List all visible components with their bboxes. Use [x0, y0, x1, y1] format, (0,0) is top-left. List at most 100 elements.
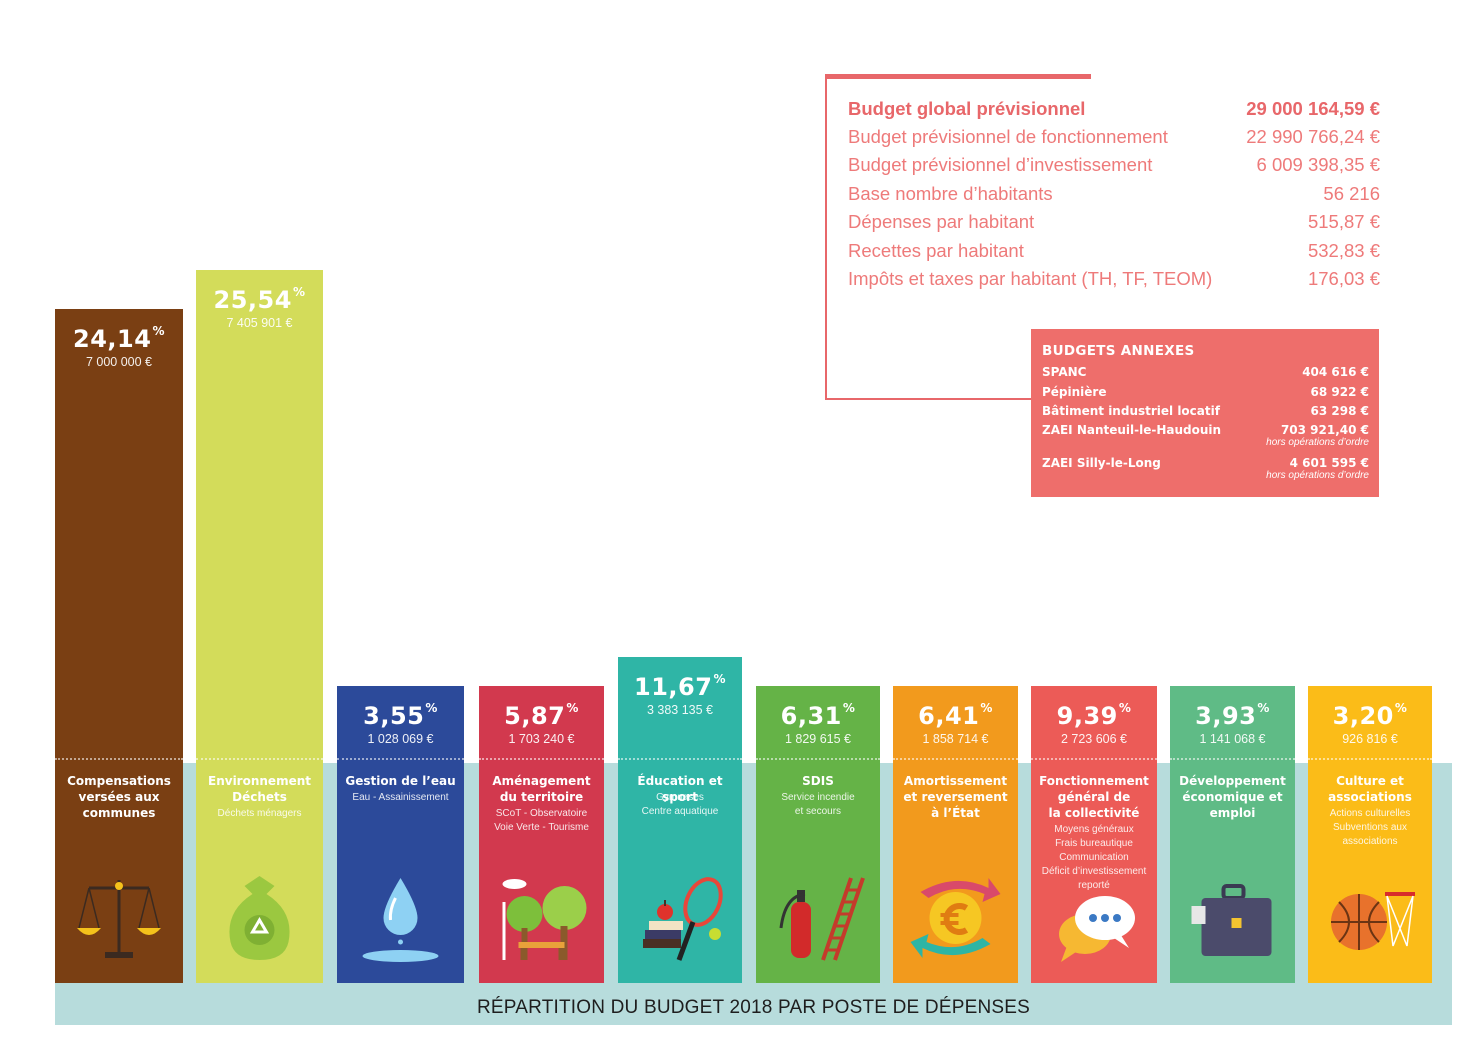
- bar-value-label: 9,39%: [1031, 694, 1157, 730]
- bar-amount: 2 723 606 €: [1060, 732, 1128, 746]
- bar-6: 6,31% 1 829 615 € SDIS Service incendie et …: [756, 686, 880, 983]
- bar-unit: %: [1118, 701, 1132, 715]
- bar-value-label: 11,67%: [618, 665, 742, 701]
- bar-separator: [337, 758, 464, 760]
- bar-category-name: Culture et associations: [1328, 774, 1412, 804]
- summary-row-habitants: Base nombre d’habitants 56 216: [848, 183, 1383, 211]
- bar-value: 5,87: [504, 702, 566, 730]
- bar-category-subtitle: Service incendie et secours: [781, 792, 855, 817]
- bar-4: 5,87% 1 703 240 € Aménagement du territoir…: [479, 686, 604, 983]
- summary-row-depenses: Dépenses par habitant 515,87 €: [848, 211, 1383, 239]
- summary-top-rule: [825, 74, 1091, 79]
- bar-amount: 1 028 069 €: [367, 732, 434, 746]
- annex-value: 404 616 €: [1302, 365, 1369, 379]
- bar-value-label: 6,31%: [756, 694, 880, 730]
- annex-label: ZAEI Silly-le-Long: [1042, 456, 1161, 470]
- summary-left-rule: [825, 74, 827, 400]
- bar-category-subtitle: Gymnases Centre aquatique: [641, 791, 719, 817]
- bar-value-label: 3,55%: [337, 694, 464, 730]
- bar-separator: [618, 757, 742, 760]
- annex-value: 68 922 €: [1310, 385, 1369, 399]
- water-drop-icon: [362, 878, 439, 962]
- bar-separator: [893, 758, 1018, 760]
- bar-separator: [1170, 758, 1295, 760]
- bar-7: 6,41% 1 858 714 € Amortissement et reverse…: [893, 686, 1018, 983]
- bar-amount: 926 816 €: [1342, 732, 1398, 746]
- bar-value: 6,31: [780, 702, 842, 730]
- bar-category-name: Compensations versées aux communes: [67, 773, 171, 820]
- summary-bottom-rule: [825, 398, 1035, 400]
- summary-row-global: Budget global prévisionnel 29 000 164,59…: [848, 98, 1383, 126]
- summary-row-impots: Impôts et taxes par habitant (TH, TF, TE…: [848, 268, 1383, 296]
- bar-amount: 1 858 714 €: [922, 732, 989, 746]
- bar-category-name: Éducation et sport: [637, 773, 723, 804]
- summary-value: 29 000 164,59 €: [1246, 98, 1380, 119]
- recycling-bag-icon: [229, 875, 290, 960]
- summary-label: Impôts et taxes par habitant (TH, TF, TE…: [848, 268, 1213, 289]
- annex-label: Pépinière: [1042, 385, 1107, 399]
- bar-unit: %: [292, 284, 306, 299]
- summary-row-investissement: Budget prévisionnel d’investissement 6 0…: [848, 154, 1383, 182]
- bar-3: 3,55% 1 028 069 € Gestion de l’eau Eau - As…: [337, 686, 464, 983]
- bar-value: 25,54: [213, 285, 292, 314]
- annex-note: hors opérations d’ordre: [1266, 437, 1369, 448]
- bar-value-label: 3,20%: [1308, 694, 1432, 730]
- bar-separator: [196, 757, 323, 760]
- bar-category-subtitle: Eau - Assainissement: [352, 792, 449, 803]
- bar-separator: [55, 757, 183, 760]
- basketball-icon: [1331, 892, 1415, 950]
- bar-unit: %: [152, 324, 165, 338]
- bar-10: 3,20% 926 816 € Culture et associations Act…: [1308, 686, 1432, 983]
- annex-value: 4 601 595 €: [1289, 456, 1369, 470]
- bar-9: 3,93% 1 141 068 € Développement économique…: [1170, 686, 1295, 983]
- bar-value-label: 25,54%: [196, 278, 323, 314]
- bar-value-label: 5,87%: [479, 694, 604, 730]
- summary-row-recettes: Recettes par habitant 532,83 €: [848, 240, 1383, 268]
- bar-category-name: Développement économique et emploi: [1179, 774, 1286, 820]
- bar-value: 24,14: [73, 325, 152, 353]
- bar-amount: 7 000 000 €: [85, 355, 153, 369]
- summary-label: Dépenses par habitant: [848, 211, 1035, 232]
- summary-label: Budget global prévisionnel: [848, 98, 1086, 119]
- bar-unit: %: [1257, 701, 1270, 715]
- bar-category-name: Fonctionnement général de la collectivit…: [1039, 774, 1149, 820]
- summary-label: Budget prévisionnel d’investissement: [848, 154, 1153, 175]
- annexes-title: BUDGETS ANNEXES: [1042, 343, 1195, 359]
- bar-value: 6,41: [918, 702, 980, 730]
- summary-label: Recettes par habitant: [848, 240, 1024, 261]
- speech-bubble-icon: [1059, 896, 1135, 962]
- bar-value-label: 3,93%: [1170, 694, 1295, 730]
- scales-icon: [77, 879, 161, 958]
- annex-note: hors opérations d’ordre: [1266, 470, 1369, 481]
- bar-unit: %: [566, 701, 579, 715]
- summary-value: 515,87 €: [1307, 211, 1380, 232]
- bar-2: 25,54% 7 405 901 € Environnement Déchets Dé…: [196, 269, 323, 983]
- annex-label: Bâtiment industriel locatif: [1042, 404, 1220, 418]
- bar-unit: %: [713, 672, 726, 687]
- bar-value: 3,55: [363, 702, 425, 730]
- bar-value: 3,93: [1195, 702, 1257, 730]
- bar-value-label: 24,14%: [55, 317, 183, 353]
- fire-extinguisher-ladder-icon: [779, 877, 865, 961]
- summary-label: Base nombre d’habitants: [848, 183, 1053, 204]
- summary-row-fonctionnement: Budget prévisionnel de fonctionnement 22…: [848, 126, 1383, 154]
- park-icon: [502, 879, 587, 960]
- bar-5: 11,67% 3 383 135 € Éducation et sport Gymna…: [618, 657, 742, 983]
- summary-value: 176,03 €: [1307, 268, 1380, 289]
- bar-unit: %: [980, 701, 993, 715]
- bar-category-name: Aménagement du territoire: [492, 774, 591, 804]
- budgets-annexes-box: BUDGETS ANNEXES SPANC 404 616 € Pépinièr…: [1031, 329, 1379, 497]
- bar-category-name: SDIS: [802, 774, 834, 788]
- annex-label: ZAEI Nanteuil-le-Haudouin: [1042, 423, 1222, 437]
- bar-category-subtitle: Moyens généraux Frais bureautique Commun…: [1041, 824, 1147, 891]
- bar-amount: 1 141 068 €: [1199, 732, 1266, 746]
- summary-value: 6 009 398,35 €: [1256, 154, 1380, 175]
- bar-value-label: 6,41%: [893, 694, 1018, 730]
- bar-category-name: Amortissement et reversement à l’État: [903, 774, 1008, 820]
- summary-value: 532,83 €: [1307, 240, 1380, 261]
- bar-separator: [479, 758, 604, 760]
- bar-separator: [1031, 758, 1157, 760]
- bar-value: 9,39: [1056, 702, 1118, 730]
- euro-arrows-icon: [910, 878, 1001, 958]
- bar-value: 11,67: [634, 673, 713, 702]
